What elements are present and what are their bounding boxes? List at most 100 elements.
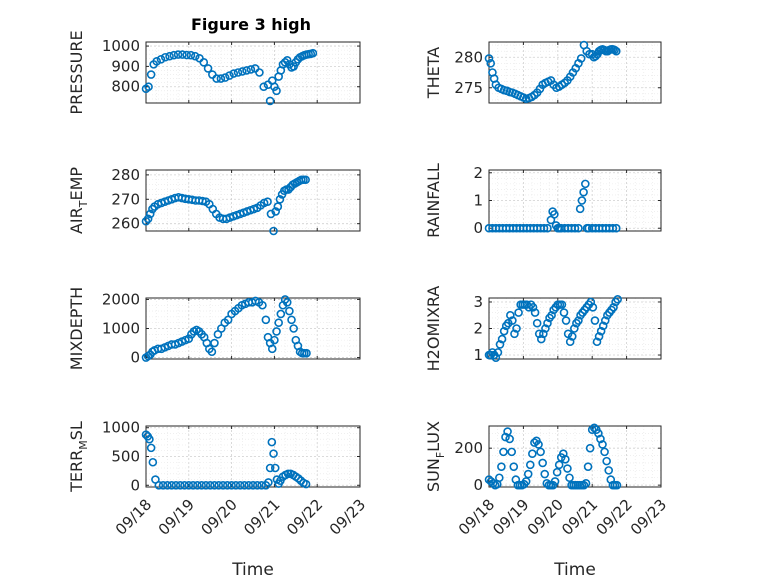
y-tick-label: 280 [111,166,140,184]
x-tick-label: 09/20 [524,495,567,538]
data-point [148,204,157,214]
data-point [550,210,559,219]
data-point [550,477,560,486]
y-tick-label: 1 [473,192,483,210]
data-point [270,463,280,473]
data-point [577,196,587,205]
x-tick-label: 09/23 [627,495,670,538]
y-tick-label: 2000 [102,290,140,308]
y-tick-label: 800 [111,78,140,96]
data-point [233,68,243,77]
data-point [588,302,598,312]
data-point [145,209,155,219]
y-tick-label: 1000 [102,37,140,55]
y-axis-label-main: RAINFALL [424,163,443,238]
data-point [274,318,283,327]
data-point [165,51,174,61]
data-point [143,214,153,224]
data-point [523,469,533,479]
data-point [280,58,290,67]
data-point [565,473,574,483]
data-point [272,86,281,96]
data-point [587,425,597,434]
data-point [214,480,224,490]
data-point [512,324,521,333]
data-point [178,50,187,59]
y-axis-label-main: THETA [424,47,443,99]
data-point [530,308,540,317]
data-point [598,440,607,449]
y-axis-label: THETA [424,47,443,99]
x-tick-label: 09/22 [592,495,635,538]
data-point [600,447,609,457]
data-point [270,335,279,345]
x-tick-label: 09/21 [240,495,283,538]
data-point [497,334,507,344]
data-point [604,466,614,475]
data-point [265,463,275,473]
data-point [146,443,156,453]
data-point [248,480,258,490]
axes-box [145,41,361,104]
y-tick-label: 260 [111,215,140,233]
y-tick-label: 280 [454,48,483,66]
data-point [583,462,593,471]
y-tick-label: 0 [130,349,140,367]
data-point [258,300,267,310]
chart-panel-h2omixra: 1 2 3 H2OMIXRA [424,286,662,371]
y-axis-label-subscript: T [77,200,90,208]
data-point [302,348,311,358]
data-point [284,185,293,194]
data-point [585,443,595,453]
data-point [608,223,618,233]
data-point [592,337,602,347]
x-tick-label: 09/19 [489,495,532,538]
data-point [301,479,311,489]
figure-title: Figure 3 high [191,15,311,34]
chart-panel-pressure: 800 900 1000 PRESSURE [67,30,361,115]
y-tick-label: 0 [473,219,483,237]
data-point [171,480,181,490]
data-point [212,74,221,83]
data-point [283,469,293,479]
chart-panel-theta: 275 280 THETA [424,40,662,104]
data-point [561,454,570,464]
data-point [227,480,236,490]
data-point [198,196,207,206]
data-point [184,480,194,490]
y-tick-label: 2 [473,320,483,338]
data-point [173,50,183,59]
data-point [240,480,249,490]
data-point [184,334,194,343]
data-point [266,209,276,219]
y-axis-label-subscript: M [77,440,90,450]
data-point [563,464,572,473]
data-point [205,480,215,490]
data-point [559,308,569,317]
data-point [538,458,547,468]
data-point [285,306,294,316]
data-point [207,347,217,357]
data-point [495,340,505,349]
data-point [613,295,622,304]
data-point [146,70,156,79]
data-point [530,438,539,447]
data-point [267,437,277,447]
data-point [197,480,206,490]
y-tick-label: 275 [454,79,483,97]
x-tick-label: 09/23 [326,495,369,538]
data-point [598,321,608,331]
data-point [540,469,550,479]
data-point [493,348,503,357]
data-point [596,326,606,336]
x-tick-label: 09/18 [455,495,498,538]
data-point [509,462,519,471]
data-point [160,52,170,62]
data-point [264,478,273,487]
data-point [190,51,200,61]
data-point [611,223,621,233]
chart-panel-rainfall: 0 1 2 RAINFALL [424,163,662,238]
data-point [536,334,546,344]
y-axis-label: RAINFALL [424,163,443,238]
